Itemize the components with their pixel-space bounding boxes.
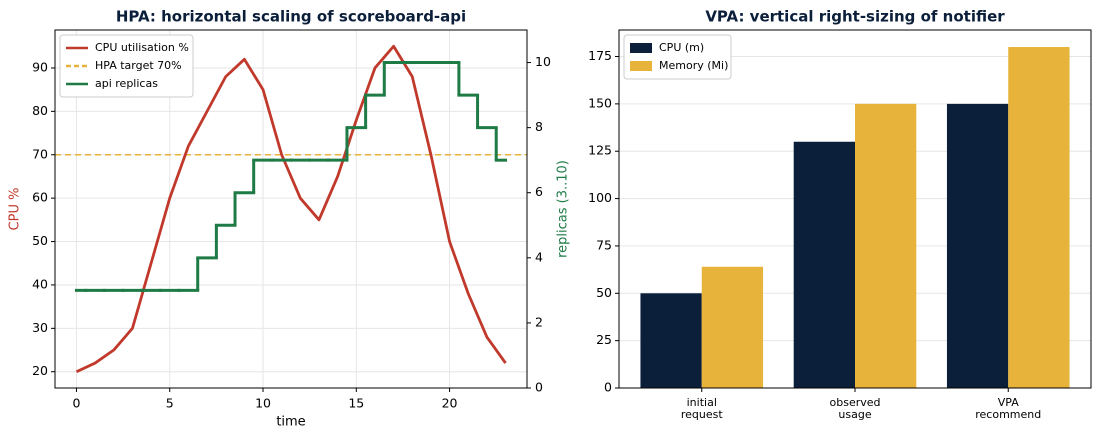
y-axis-label: CPU %: [8, 188, 23, 231]
bar: [793, 141, 855, 388]
legend-label: CPU utilisation %: [95, 41, 189, 54]
y2-tick-label: 10: [535, 54, 551, 69]
y-tick-label: 125: [588, 143, 612, 158]
chart-title: HPA: horizontal scaling of scoreboard-ap…: [116, 8, 466, 26]
x-tick-label: 0: [72, 396, 80, 411]
y-tick-label: 50: [596, 285, 612, 300]
y2-tick-label: 0: [535, 380, 543, 395]
x-tick-label: initial request: [681, 396, 724, 421]
bar: [701, 266, 764, 388]
y-tick-label: 175: [588, 48, 612, 63]
line-series: [75, 44, 507, 373]
plot-frame: [54, 29, 528, 389]
y-tick-label: 30: [32, 320, 48, 335]
legend-box: [59, 34, 194, 98]
y-tick-label: 90: [32, 59, 48, 74]
y-tick-label: 60: [32, 190, 48, 205]
y-tick-label: 0: [604, 380, 612, 395]
plot-frame: [618, 29, 1092, 389]
x-tick-label: 20: [442, 396, 458, 411]
y-tick-label: 25: [596, 332, 612, 347]
y-tick-label: 70: [32, 146, 48, 161]
x-axis-label: time: [276, 415, 305, 430]
y-tick-label: 40: [32, 276, 48, 291]
y-tick-label: 150: [588, 95, 612, 110]
y-tick-label: 75: [596, 237, 612, 252]
legend-label: CPU (m): [659, 41, 704, 54]
y2-tick-label: 6: [535, 184, 543, 199]
chart-title: VPA: vertical right-sizing of notifier: [705, 8, 1005, 26]
y2-axis-label: replicas (3..10): [556, 160, 571, 258]
legend-swatch: [630, 43, 652, 53]
x-tick-label: 10: [255, 396, 271, 411]
bar: [640, 293, 702, 388]
bar: [1008, 47, 1070, 389]
y-tick-label: 50: [32, 233, 48, 248]
y-tick-label: 100: [588, 190, 612, 205]
x-tick-label: VPA recommend: [975, 396, 1041, 421]
y2-tick-label: 8: [535, 119, 543, 134]
y2-tick-label: 2: [535, 314, 543, 329]
y-tick-label: 20: [32, 363, 48, 378]
y-tick-label: 80: [32, 103, 48, 118]
legend-swatch: [630, 61, 652, 71]
x-tick-label: observed usage: [830, 396, 881, 421]
legend-label: HPA target 70%: [95, 59, 182, 72]
bar: [855, 103, 917, 388]
legend-label: api replicas: [95, 77, 158, 90]
x-tick-label: 5: [166, 396, 174, 411]
bar: [946, 103, 1009, 388]
legend-label: Memory (Mi): [659, 59, 728, 72]
y2-tick-label: 4: [535, 249, 543, 264]
x-tick-label: 15: [348, 396, 364, 411]
